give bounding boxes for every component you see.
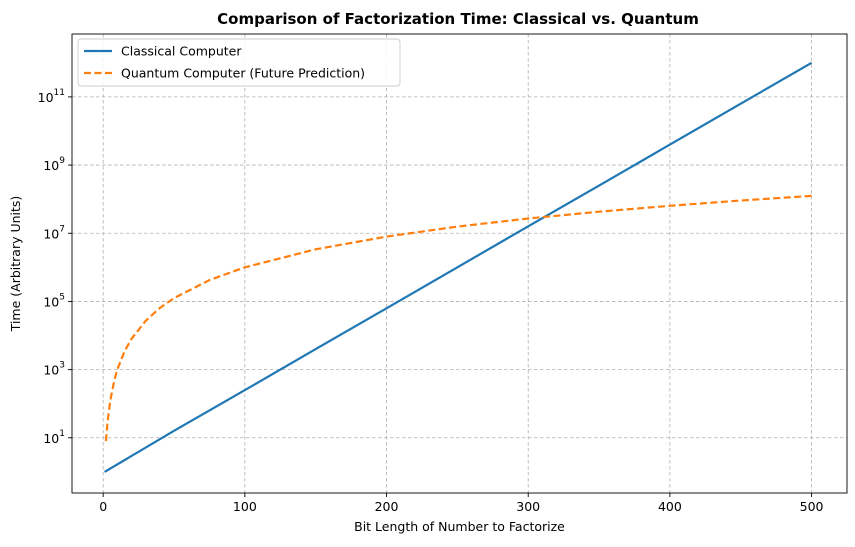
x-tick-label: 200 (375, 499, 399, 514)
y-tick-label: 105 (43, 292, 65, 309)
series-layer (104, 61, 813, 473)
series-line-quantum (104, 194, 812, 442)
grid (72, 34, 847, 493)
x-tick-label: 500 (800, 499, 824, 514)
y-tick-label: 101 (43, 429, 65, 446)
y-tick-label: 103 (43, 361, 65, 378)
x-tick-label: 400 (658, 499, 682, 514)
x-axis-label: Bit Length of Number to Factorize (354, 519, 565, 534)
y-axis-label: Time (Arbitrary Units) (8, 196, 23, 333)
x-tick-label: 0 (99, 499, 107, 514)
x-tick-label: 100 (233, 499, 257, 514)
plot-area-frame (71, 33, 848, 494)
series-line-classical (104, 61, 813, 473)
y-tick-label: 109 (43, 156, 65, 173)
legend-box (77, 38, 401, 87)
y-tick-label: 107 (43, 224, 65, 241)
legend: Classical Computer Quantum Computer (Fut… (77, 38, 401, 87)
x-tick-label: 300 (516, 499, 540, 514)
legend-entry-classical: Classical Computer (121, 44, 242, 59)
chart-title: Comparison of Factorization Time: Classi… (217, 10, 699, 28)
axis-ticks: 0 100 200 300 400 500 101 103 105 107 109 1011 (38, 88, 824, 514)
y-tick-label: 1011 (38, 88, 65, 105)
legend-entry-quantum: Quantum Computer (Future Prediction) (121, 66, 365, 81)
